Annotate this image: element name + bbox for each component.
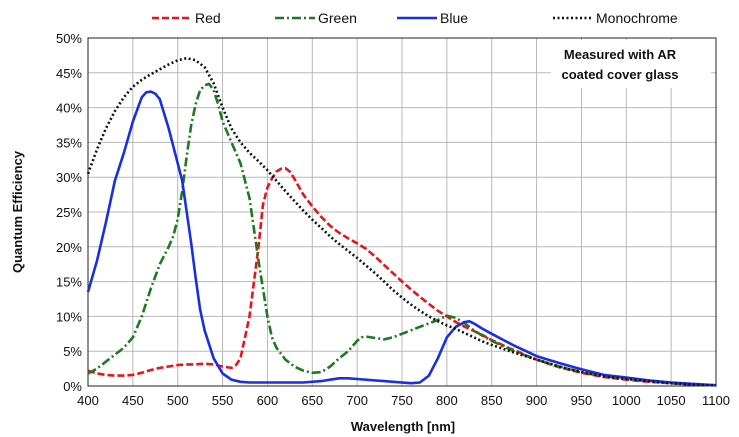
series-line-green bbox=[87, 82, 717, 387]
x-tick-label: 1000 bbox=[612, 393, 641, 408]
legend: Red Green Blue Monochrome bbox=[152, 10, 678, 26]
legend-label-green: Green bbox=[318, 10, 357, 26]
y-tick-label: 25% bbox=[56, 205, 82, 220]
y-tick-label: 15% bbox=[56, 275, 82, 290]
x-tick-label: 550 bbox=[212, 393, 234, 408]
legend-label-red: Red bbox=[195, 10, 221, 26]
series-layer bbox=[86, 56, 717, 387]
x-tick-label: 400 bbox=[77, 393, 99, 408]
annotation-box: Measured with AR coated cover glass bbox=[551, 40, 711, 88]
x-tick-label: 600 bbox=[257, 393, 279, 408]
x-tick-label: 1100 bbox=[702, 393, 730, 408]
x-tick-label: 650 bbox=[301, 393, 323, 408]
plot-frame bbox=[87, 37, 717, 387]
legend-label-blue: Blue bbox=[440, 10, 468, 26]
y-tick-label: 50% bbox=[56, 31, 82, 46]
x-tick-label: 800 bbox=[436, 393, 458, 408]
y-tick-label: 20% bbox=[56, 240, 82, 255]
y-tick-label: 10% bbox=[56, 309, 82, 324]
legend-label-monochrome: Monochrome bbox=[596, 10, 678, 26]
x-axis-title: Wavelength [nm] bbox=[351, 419, 455, 434]
y-axis-ticks: 0% 5% 10% 15% 20% 25% 30% 35% 40% 45% 50% bbox=[56, 31, 82, 394]
x-tick-label: 950 bbox=[571, 393, 593, 408]
x-tick-label: 700 bbox=[346, 393, 368, 408]
x-tick-label: 900 bbox=[526, 393, 548, 408]
x-tick-label: 500 bbox=[167, 393, 189, 408]
y-tick-label: 5% bbox=[63, 344, 82, 359]
x-tick-label: 450 bbox=[122, 393, 144, 408]
x-axis-ticks: 400 450 500 550 600 650 700 750 800 850 900 950 1000… bbox=[77, 393, 730, 408]
y-tick-label: 35% bbox=[56, 135, 82, 150]
annotation-line-1: Measured with AR bbox=[564, 47, 677, 62]
x-tick-label: 850 bbox=[481, 393, 503, 408]
y-tick-label: 0% bbox=[63, 379, 82, 394]
series-line-blue bbox=[86, 90, 717, 387]
x-tick-label: 1050 bbox=[657, 393, 686, 408]
y-tick-label: 45% bbox=[56, 66, 82, 81]
y-axis-title: Quantum Efficiency bbox=[10, 150, 25, 273]
annotation-line-2: coated cover glass bbox=[561, 67, 678, 82]
series-line-red bbox=[87, 166, 717, 387]
y-tick-label: 40% bbox=[56, 101, 82, 116]
x-tick-label: 750 bbox=[391, 393, 413, 408]
y-tick-label: 30% bbox=[56, 170, 82, 185]
